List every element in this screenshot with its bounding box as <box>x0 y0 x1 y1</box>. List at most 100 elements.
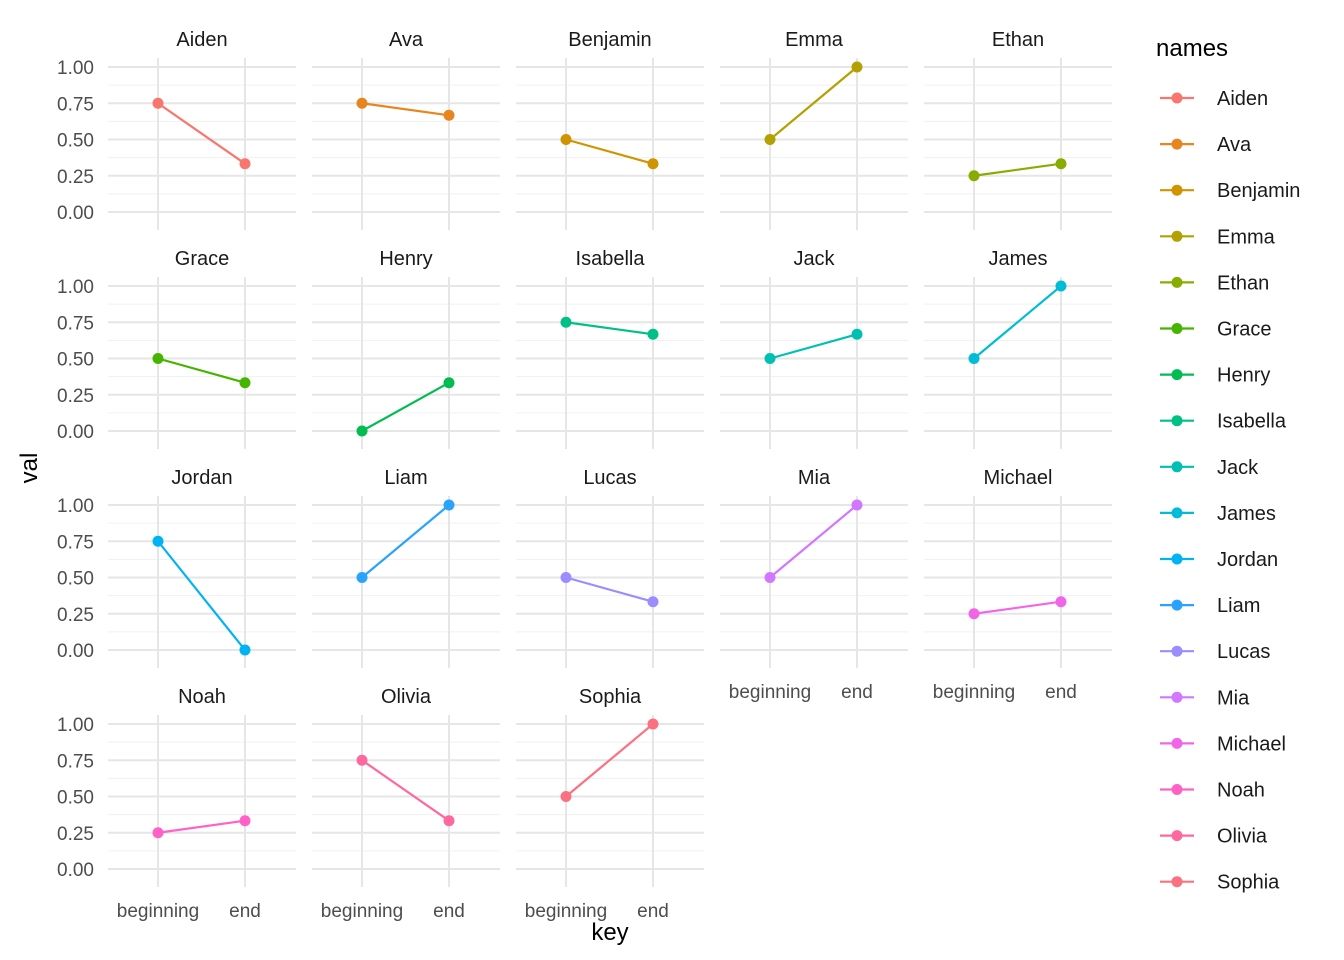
legend-label: Henry <box>1217 365 1270 387</box>
legend-key-point <box>1171 691 1183 703</box>
facet-panel-mia: Mia beginning end <box>720 467 908 703</box>
data-point-michael-end <box>1055 596 1067 608</box>
legend-item-grace: Grace <box>1160 319 1271 341</box>
series-line-ethan <box>973 162 1062 177</box>
legend-key-point <box>1171 230 1183 242</box>
facet-strip-label: Isabella <box>576 248 646 270</box>
y-tick-label: 0.25 <box>57 386 94 407</box>
series-line-james <box>973 285 1062 360</box>
facet-strip-label: Henry <box>379 248 432 270</box>
x-tick-label: end <box>637 901 669 922</box>
data-point-olivia-end <box>443 815 455 827</box>
facet-panel-isabella: Isabella <box>516 248 704 449</box>
data-point-sophia-end <box>647 718 659 730</box>
legend-item-olivia: Olivia <box>1160 826 1268 848</box>
facet-strip-label: Lucas <box>583 467 636 489</box>
y-tick-label: 1.00 <box>57 58 94 79</box>
series-line-lucas <box>565 576 654 603</box>
legend-label: Ethan <box>1217 272 1269 294</box>
data-point-olivia-beginning <box>356 754 368 766</box>
legend-key-point <box>1171 323 1183 334</box>
data-point-henry-end <box>443 377 455 389</box>
facet-strip-label: Jack <box>793 248 835 270</box>
data-point-mia-end <box>851 499 863 511</box>
legend-label: Mia <box>1217 687 1250 709</box>
facet-strip-label: Ava <box>389 29 424 51</box>
legend-key-point <box>1171 553 1183 565</box>
data-point-lucas-beginning <box>560 572 572 583</box>
legend: names Aiden Ava Benjamin Emma Ethan Grace Henr… <box>1156 35 1300 894</box>
legend-label: Sophia <box>1217 872 1280 894</box>
facet-panels: Aiden 0.00 0.25 0.50 0.75 1.00 Ava Benjamin Emma… <box>57 29 1112 922</box>
legend-item-aiden: Aiden <box>1160 88 1268 110</box>
series-line-henry <box>361 381 450 432</box>
data-point-ava-beginning <box>356 97 368 109</box>
data-point-jordan-end <box>239 644 251 656</box>
data-point-grace-beginning <box>152 353 164 364</box>
legend-key-point <box>1171 92 1183 104</box>
legend-label: Benjamin <box>1217 180 1300 202</box>
legend-label: Ava <box>1217 134 1252 156</box>
data-point-jack-end <box>851 328 863 340</box>
facet-panel-grace: Grace 0.00 0.25 0.50 0.75 1.00 <box>57 248 296 449</box>
data-point-jack-beginning <box>764 353 776 364</box>
x-axis-title: key <box>591 919 628 946</box>
facet-panel-benjamin: Benjamin <box>516 29 704 230</box>
series-line-jordan <box>157 540 246 651</box>
facet-strip-label: Jordan <box>171 467 232 489</box>
y-tick-label: 0.00 <box>57 203 94 224</box>
legend-key-point <box>1171 461 1183 473</box>
legend-item-isabella: Isabella <box>1160 411 1287 433</box>
facet-panel-ava: Ava <box>312 29 500 230</box>
facet-strip-label: Michael <box>984 467 1053 489</box>
legend-item-mia: Mia <box>1160 687 1250 709</box>
y-tick-label: 0.75 <box>57 751 94 772</box>
data-point-henry-beginning <box>356 425 368 437</box>
facet-panel-noah: Noah 0.00 0.25 0.50 0.75 1.00 beginning end <box>57 686 296 922</box>
legend-label: Michael <box>1217 733 1286 755</box>
facet-panel-ethan: Ethan <box>924 29 1112 230</box>
legend-key-point <box>1171 737 1183 749</box>
facet-panel-emma: Emma <box>720 29 908 230</box>
facet-panel-aiden: Aiden 0.00 0.25 0.50 0.75 1.00 <box>57 29 296 230</box>
legend-item-james: James <box>1160 503 1276 525</box>
facet-strip-label: Sophia <box>579 686 642 708</box>
data-point-noah-end <box>239 815 251 827</box>
data-point-mia-beginning <box>764 572 776 583</box>
data-point-noah-beginning <box>152 827 164 839</box>
facet-panel-james: James <box>924 248 1112 449</box>
legend-item-lucas: Lucas <box>1160 641 1270 663</box>
legend-key-point <box>1171 830 1183 842</box>
x-tick-label: beginning <box>933 682 1015 703</box>
facet-strip-label: Mia <box>798 467 831 489</box>
series-line-isabella <box>565 321 654 336</box>
legend-key-point <box>1171 415 1183 427</box>
data-point-emma-end <box>851 61 863 73</box>
y-tick-label: 0.00 <box>57 860 94 881</box>
legend-title: names <box>1156 35 1228 62</box>
data-point-grace-end <box>239 377 251 389</box>
series-line-grace <box>157 357 246 384</box>
legend-key-point <box>1171 507 1183 519</box>
data-point-liam-end <box>443 499 455 511</box>
y-tick-label: 0.00 <box>57 641 94 662</box>
series-line-mia <box>769 504 858 579</box>
data-point-james-end <box>1055 280 1067 292</box>
y-tick-label: 0.50 <box>57 131 94 152</box>
legend-label: Liam <box>1217 595 1260 617</box>
legend-key-point <box>1171 876 1183 888</box>
legend-key-point <box>1171 138 1183 150</box>
series-line-ava <box>361 102 450 117</box>
y-tick-label: 0.75 <box>57 313 94 334</box>
data-point-ava-end <box>443 109 455 121</box>
legend-label: Isabella <box>1217 411 1287 433</box>
facet-panel-sophia: Sophia beginning end <box>516 686 704 922</box>
data-point-emma-beginning <box>764 134 776 145</box>
data-point-benjamin-beginning <box>560 134 572 145</box>
legend-label: Noah <box>1217 780 1265 802</box>
facet-panel-olivia: Olivia beginning end <box>312 686 500 922</box>
legend-label: Aiden <box>1217 88 1268 110</box>
y-tick-label: 1.00 <box>57 496 94 517</box>
facet-strip-label: Liam <box>384 467 427 489</box>
